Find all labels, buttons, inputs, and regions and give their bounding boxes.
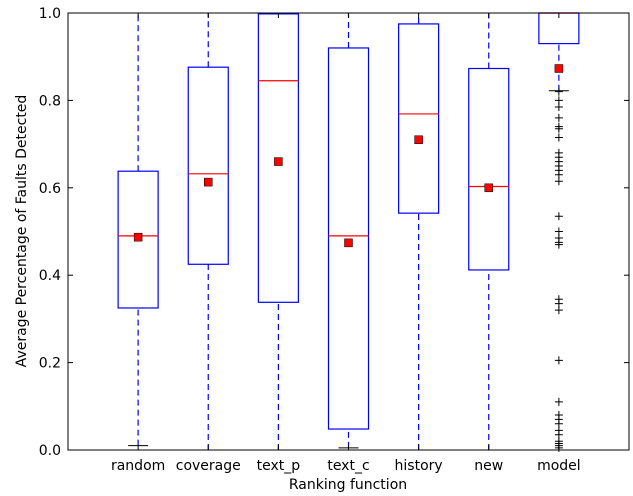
mean-marker xyxy=(414,135,423,144)
x-tick-label-random: random xyxy=(111,458,165,474)
y-axis: 0.0 0.2 0.4 0.6 0.8 1.0 xyxy=(39,6,629,459)
x-tick-label-text_p: text_p xyxy=(257,458,301,474)
outlier-marker xyxy=(554,356,563,365)
outlier-marker xyxy=(554,397,563,406)
box-coverage xyxy=(187,12,229,451)
box-random xyxy=(117,12,159,447)
outlier-marker xyxy=(554,87,563,96)
iqr-box xyxy=(187,66,229,265)
y-tick-label: 0.8 xyxy=(39,93,61,109)
x-tick-label-new: new xyxy=(474,458,503,474)
outlier-marker xyxy=(554,124,563,133)
outlier-marker xyxy=(554,212,563,221)
mean-marker xyxy=(484,183,493,193)
y-tick-label: 0.4 xyxy=(39,268,61,284)
y-tick-label: 0.0 xyxy=(39,443,61,459)
y-axis-title: Average Percentage of Faults Detected xyxy=(14,95,30,368)
iqr-box xyxy=(117,170,159,309)
outlier-marker xyxy=(554,240,563,249)
y-tick-label: 1.0 xyxy=(39,6,61,22)
box-new xyxy=(468,12,510,451)
box-text_c xyxy=(327,12,370,449)
chart-marks xyxy=(117,12,580,452)
mean-marker xyxy=(344,238,353,248)
x-tick-label-model: model xyxy=(537,458,581,474)
mean-marker xyxy=(274,157,283,166)
outlier-marker xyxy=(554,113,563,122)
box-model xyxy=(538,12,580,452)
x-tick-label-history: history xyxy=(395,458,443,474)
x-tick-label-text_c: text_c xyxy=(327,458,369,474)
x-tick-label-coverage: coverage xyxy=(176,458,241,474)
mean-marker xyxy=(133,232,143,242)
iqr-box xyxy=(398,23,440,214)
x-axis: random coverage text_p text_c history new mode… xyxy=(111,13,581,474)
box-text_p xyxy=(257,13,299,451)
y-tick-label: 0.2 xyxy=(39,356,61,372)
box-history xyxy=(398,12,440,451)
iqr-box xyxy=(327,47,370,430)
x-axis-title: Ranking function xyxy=(289,477,407,493)
outlier-marker xyxy=(554,306,563,315)
outlier-marker xyxy=(554,177,563,186)
mean-marker xyxy=(204,177,213,187)
y-tick-label: 0.6 xyxy=(39,181,61,197)
plot-area-frame xyxy=(67,12,630,451)
mean-marker xyxy=(554,64,564,73)
outlier-marker xyxy=(554,133,563,142)
outlier-marker xyxy=(554,102,563,111)
iqr-box xyxy=(468,67,510,271)
